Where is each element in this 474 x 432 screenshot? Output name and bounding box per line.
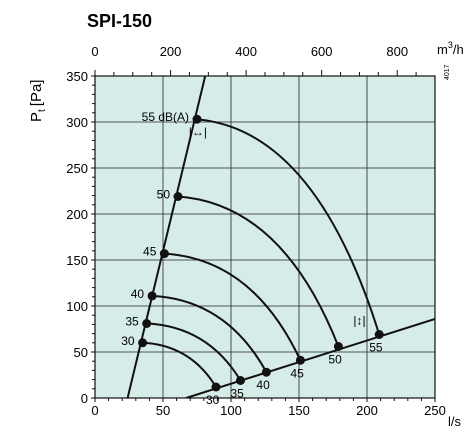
sound-level-label: 55 bbox=[369, 341, 383, 355]
top-tick-label: 0 bbox=[91, 44, 98, 59]
sound-level-label: 35 bbox=[125, 315, 139, 329]
sound-level-point bbox=[138, 338, 147, 347]
plot-area bbox=[95, 76, 435, 398]
y-tick-label: 0 bbox=[81, 391, 88, 406]
y-tick-label: 250 bbox=[66, 161, 88, 176]
x-tick-label: 150 bbox=[288, 403, 310, 418]
sound-level-label: 55 dB(A) bbox=[142, 110, 189, 124]
sound-level-label: 40 bbox=[256, 378, 270, 392]
sound-level-point bbox=[375, 330, 384, 339]
sound-level-point bbox=[236, 376, 245, 385]
sound-level-label: 30 bbox=[121, 334, 135, 348]
sound-level-point bbox=[142, 319, 151, 328]
y-tick-label: 50 bbox=[74, 345, 88, 360]
y-tick-label: 150 bbox=[66, 253, 88, 268]
y-axis-label: Pt[Pa] bbox=[28, 80, 48, 122]
x-tick-label: 250 bbox=[424, 403, 446, 418]
x-tick-label: 0 bbox=[91, 403, 98, 418]
chart-title: SPI-150 bbox=[87, 11, 152, 31]
x-tick-label: 200 bbox=[356, 403, 378, 418]
x-tick-label: 100 bbox=[220, 403, 242, 418]
opening-symbol-min: |↔| bbox=[189, 125, 207, 139]
top-axis-unit: m3/h bbox=[437, 40, 464, 57]
sound-level-point bbox=[174, 192, 183, 201]
sound-level-label: 35 bbox=[231, 387, 245, 401]
sound-level-point bbox=[296, 356, 305, 365]
sound-level-label: 40 bbox=[131, 287, 145, 301]
top-tick-label: 200 bbox=[160, 44, 182, 59]
top-tick-label: 400 bbox=[235, 44, 257, 59]
sound-level-point bbox=[160, 249, 169, 258]
sound-level-label: 50 bbox=[328, 353, 342, 367]
sound-level-point bbox=[193, 115, 202, 124]
y-tick-label: 200 bbox=[66, 207, 88, 222]
sound-level-label: 50 bbox=[157, 188, 171, 202]
y-tick-label: 350 bbox=[66, 69, 88, 84]
sound-level-point bbox=[148, 291, 157, 300]
bottom-axis-unit: l/s bbox=[448, 414, 462, 429]
top-tick-label: 600 bbox=[311, 44, 333, 59]
x-tick-label: 50 bbox=[156, 403, 170, 418]
opening-symbol-max: |↕| bbox=[353, 313, 365, 327]
figure-code: 4017 bbox=[444, 64, 451, 80]
top-tick-label: 800 bbox=[386, 44, 408, 59]
sound-level-point bbox=[334, 342, 343, 351]
sound-level-label: 45 bbox=[143, 245, 157, 259]
sound-level-point bbox=[262, 368, 271, 377]
sound-level-point bbox=[212, 383, 221, 392]
y-tick-label: 100 bbox=[66, 299, 88, 314]
sound-level-label: 45 bbox=[290, 366, 304, 380]
y-tick-label: 300 bbox=[66, 115, 88, 130]
sound-level-label: 30 bbox=[206, 393, 220, 407]
